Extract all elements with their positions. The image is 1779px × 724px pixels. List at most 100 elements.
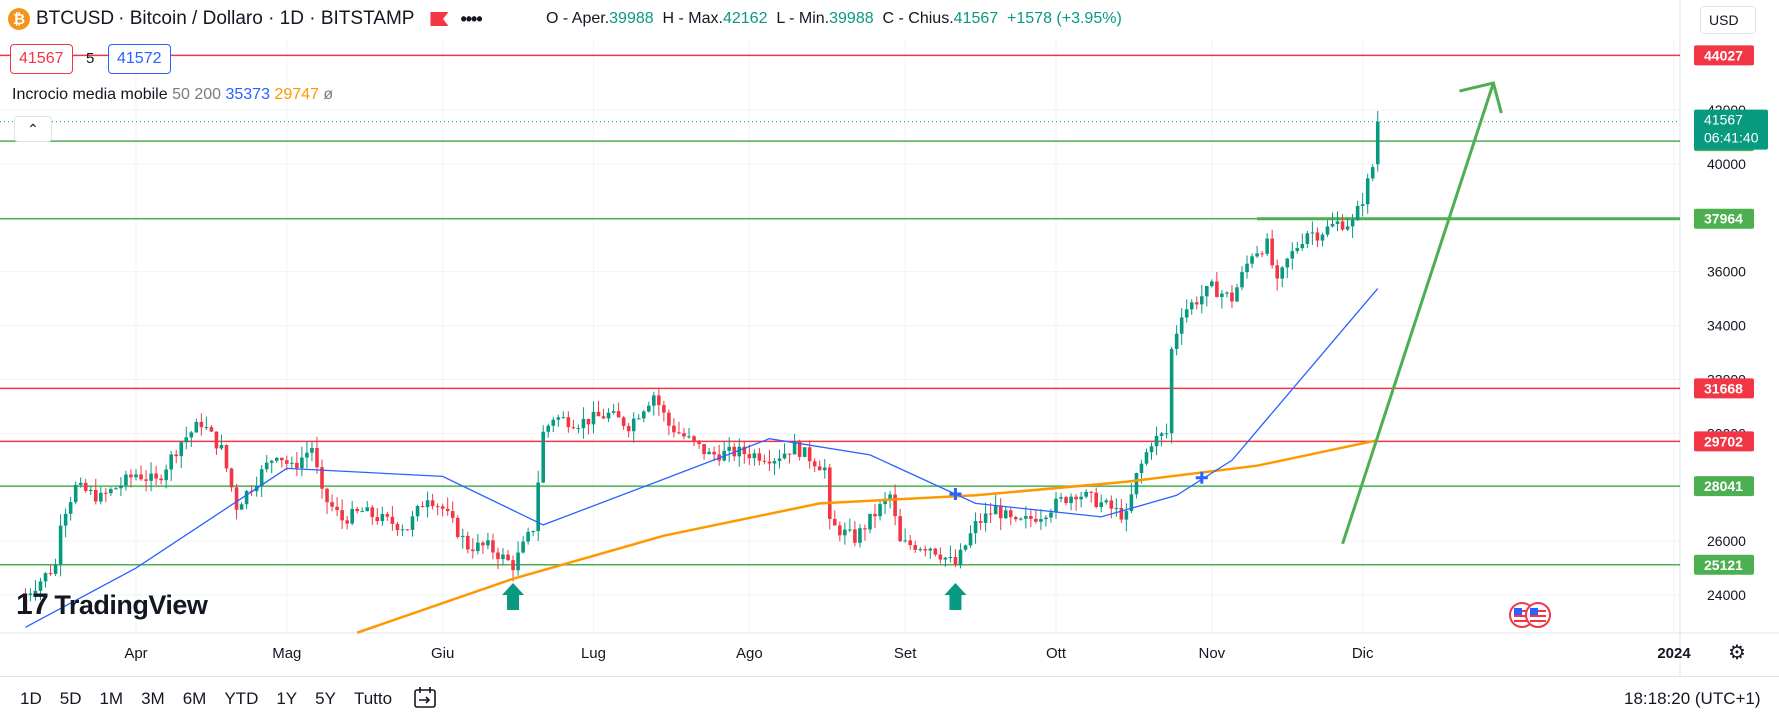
flag-icon[interactable]	[430, 12, 449, 26]
timeframe-5y[interactable]: 5Y	[315, 689, 336, 708]
candle-body	[923, 549, 928, 551]
candle-body	[295, 462, 299, 469]
candle-body	[1210, 281, 1214, 287]
timeframe-5d[interactable]: 5D	[59, 689, 82, 708]
x-tick-label: 2024	[1657, 645, 1691, 662]
x-tick-label: Ott	[1046, 645, 1067, 662]
ma-cross-marker[interactable]	[949, 487, 962, 500]
candle-body	[1164, 433, 1169, 435]
bid-price-button[interactable]: 41567	[10, 44, 73, 74]
candle-body	[214, 431, 219, 449]
candle-body	[124, 474, 128, 486]
candle-body	[652, 395, 656, 406]
candle-body	[993, 506, 998, 515]
last-price-label: 41567	[1704, 112, 1743, 128]
candle-body	[1295, 248, 1300, 252]
candle-body	[1345, 226, 1350, 230]
candle-body	[1270, 238, 1274, 266]
candle-body	[772, 460, 777, 464]
candle-body	[244, 490, 249, 505]
ma-cross-marker[interactable]	[1195, 471, 1208, 484]
candle-body	[702, 444, 706, 455]
candle-body	[561, 417, 566, 419]
candle-body	[335, 506, 339, 511]
timeframe-1y[interactable]: 1Y	[276, 689, 298, 708]
candle-body	[1260, 253, 1264, 255]
candle-body	[998, 506, 1003, 519]
candle-body	[1119, 507, 1124, 520]
candle-body	[606, 412, 611, 419]
price-chart[interactable]: 2400026000280003000032000340003600038000…	[0, 0, 1779, 676]
symbol-header[interactable]: ₿ BTCUSD · Bitcoin / Dollaro · 1D · BITS…	[4, 4, 490, 34]
candle-body	[838, 525, 842, 536]
candle-body	[154, 473, 158, 479]
symbol-ticker[interactable]: BTCUSD	[36, 8, 115, 29]
more-dots-icon[interactable]: ••••	[460, 8, 482, 29]
candle-body	[1064, 497, 1068, 504]
candle-body	[1315, 232, 1320, 241]
trend-arrow-head[interactable]	[1459, 81, 1503, 114]
candle-body	[953, 557, 958, 566]
trend-arrow-line[interactable]	[1341, 82, 1495, 545]
chevron-up-icon[interactable]: ⌃	[14, 116, 52, 142]
buy-arrow-marker[interactable]	[502, 583, 525, 610]
candle-body	[400, 529, 405, 531]
gear-icon[interactable]: ⚙	[1728, 642, 1746, 664]
candle-body	[179, 442, 184, 457]
candle-body	[1340, 221, 1345, 230]
clock-timezone[interactable]: 18:18:20 (UTC+1)	[1624, 689, 1761, 708]
candle-body	[978, 521, 983, 523]
y-tick-label: 34000	[1707, 318, 1746, 334]
candle-body	[913, 545, 918, 550]
candle-body	[948, 557, 953, 559]
level-label-box	[1694, 431, 1754, 452]
timeframe-1m[interactable]: 1M	[99, 689, 124, 708]
candle-body	[1089, 491, 1093, 493]
candle-body	[239, 504, 244, 510]
currency-selector[interactable]: USD	[1700, 6, 1756, 34]
candle-body	[466, 535, 470, 550]
candle-body	[285, 460, 289, 464]
last-price-box	[1694, 109, 1768, 150]
candle-body	[1310, 232, 1315, 234]
us-flag-events-icon[interactable]	[1506, 600, 1554, 630]
candle-body	[898, 516, 902, 542]
goto-date-icon[interactable]	[412, 685, 438, 711]
candle-body	[621, 417, 626, 426]
change-value: +1578 (+3.95%)	[1007, 10, 1122, 27]
candle-body	[762, 460, 767, 462]
x-tick-label: Giu	[431, 645, 454, 662]
timeframe-3m[interactable]: 3M	[141, 689, 165, 708]
candle-body	[1169, 348, 1174, 434]
x-tick-label: Lug	[581, 645, 606, 662]
indicator-params: 50 200	[172, 86, 222, 103]
candle-body	[797, 441, 802, 457]
tradingview-logo[interactable]: 17 TradingView	[16, 588, 208, 622]
candle-body	[566, 417, 571, 428]
ask-price-button[interactable]: 41572	[108, 44, 171, 74]
candle-body	[1013, 517, 1018, 520]
timeframe-6m[interactable]: 6M	[182, 689, 207, 708]
timeframe-1d[interactable]: 1D	[20, 689, 42, 708]
candle-body	[918, 549, 923, 551]
candle-body	[28, 593, 33, 596]
candle-body	[1094, 492, 1099, 508]
candle-body	[943, 557, 948, 560]
timeframe-ytd[interactable]: YTD	[224, 689, 259, 708]
candle-body	[83, 482, 88, 491]
level-label-box	[1694, 45, 1754, 66]
indicator-legend[interactable]: Incrocio media mobile 50 200 35373 29747…	[12, 86, 333, 104]
timeframe-all[interactable]: Tutto	[353, 689, 393, 708]
candle-body	[1245, 263, 1249, 273]
candle-body	[1054, 498, 1058, 513]
candle-body	[883, 498, 887, 505]
candle-body	[189, 432, 194, 438]
high-value: 42162	[722, 10, 768, 27]
candle-body	[476, 542, 480, 552]
candle-body	[425, 500, 430, 508]
buy-arrow-marker[interactable]	[944, 583, 967, 610]
candle-body	[802, 447, 807, 457]
candle-body	[104, 492, 108, 494]
close-value: 41567	[953, 10, 999, 27]
candle-body	[1189, 302, 1194, 310]
